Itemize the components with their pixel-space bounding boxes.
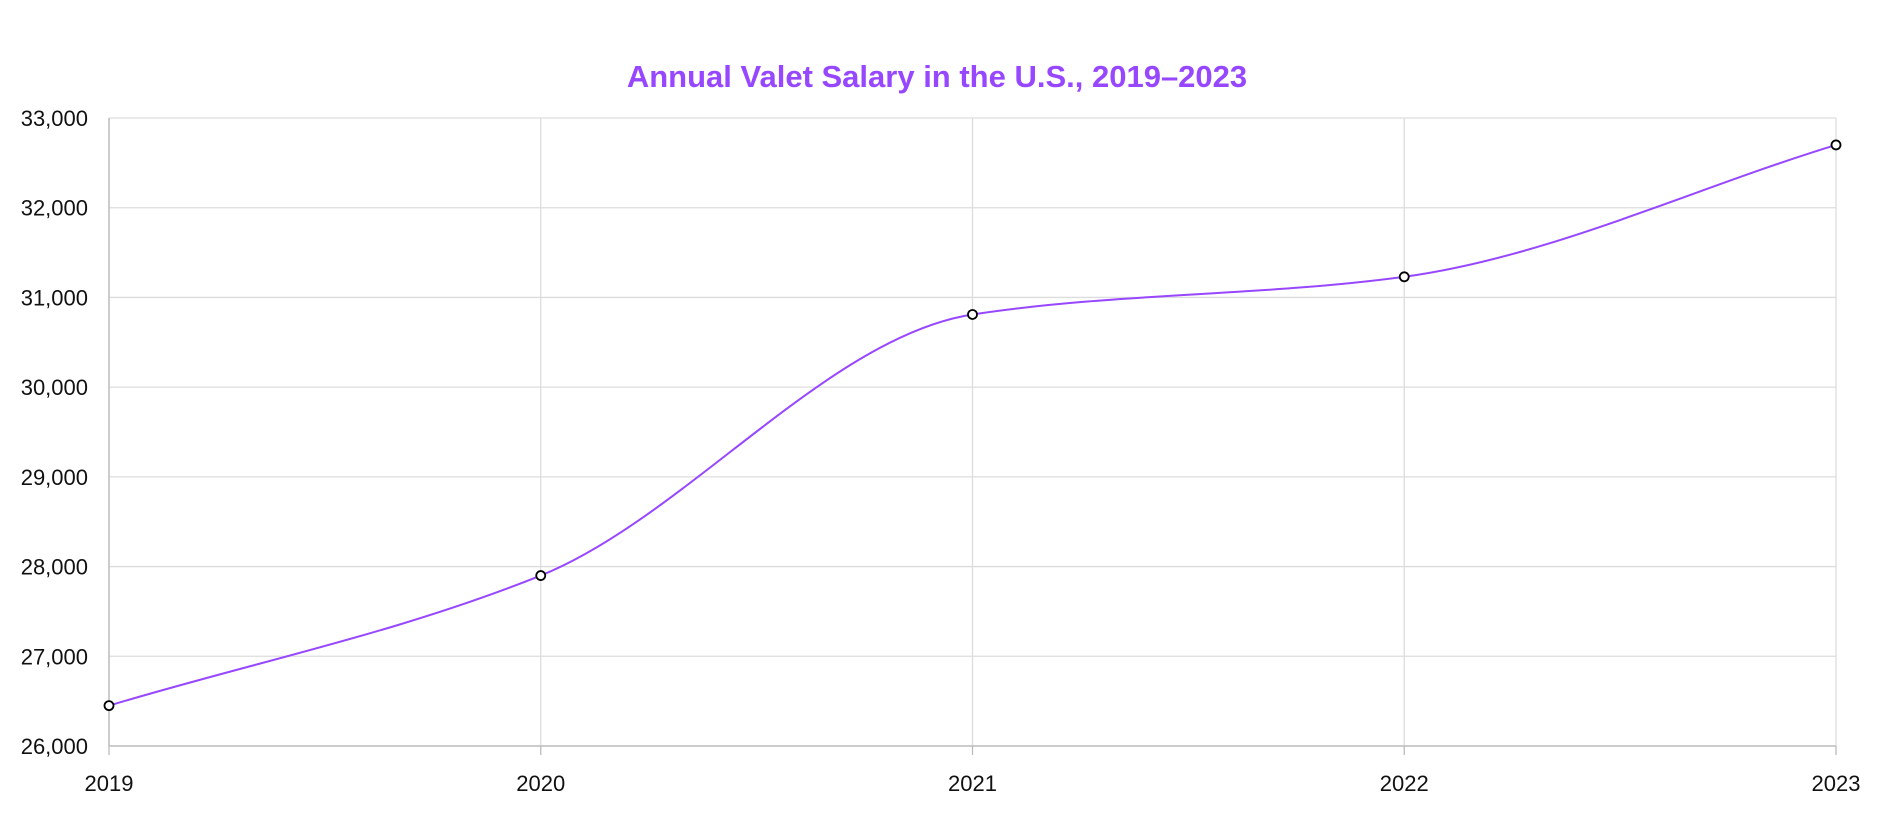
x-tick-label: 2021 bbox=[948, 771, 997, 796]
y-tick-label: 31,000 bbox=[21, 285, 88, 310]
series-line-layer bbox=[108, 143, 1837, 707]
y-tick-label: 30,000 bbox=[21, 375, 88, 400]
x-tick-label: 2019 bbox=[85, 771, 134, 796]
x-tick-label: 2022 bbox=[1380, 771, 1429, 796]
chart-title: Annual Valet Salary in the U.S., 2019–20… bbox=[627, 59, 1247, 94]
y-axis-tick-labels: 26,000 27,000 28,000 29,000 30,000 31,000 32,0… bbox=[21, 106, 88, 759]
y-tick-label: 33,000 bbox=[21, 106, 88, 131]
x-tick-label: 2023 bbox=[1812, 771, 1861, 796]
grid-lines bbox=[109, 117, 1837, 746]
data-point[interactable] bbox=[535, 570, 547, 581]
y-tick-label: 27,000 bbox=[21, 644, 88, 669]
y-tick-label: 28,000 bbox=[21, 555, 88, 580]
data-point[interactable] bbox=[1398, 271, 1410, 283]
y-tick-label: 29,000 bbox=[21, 465, 88, 490]
data-point[interactable] bbox=[1830, 139, 1842, 151]
axes bbox=[108, 118, 1837, 755]
data-point[interactable] bbox=[103, 700, 115, 712]
x-axis-tick-labels: 2019 2020 2021 2022 2023 bbox=[85, 771, 1861, 796]
data-point[interactable] bbox=[967, 309, 978, 320]
y-tick-label: 26,000 bbox=[21, 734, 88, 759]
y-tick-label: 32,000 bbox=[21, 196, 88, 221]
x-tick-label: 2020 bbox=[516, 771, 565, 796]
series-line bbox=[108, 143, 1837, 707]
data-point-markers bbox=[103, 139, 1842, 712]
